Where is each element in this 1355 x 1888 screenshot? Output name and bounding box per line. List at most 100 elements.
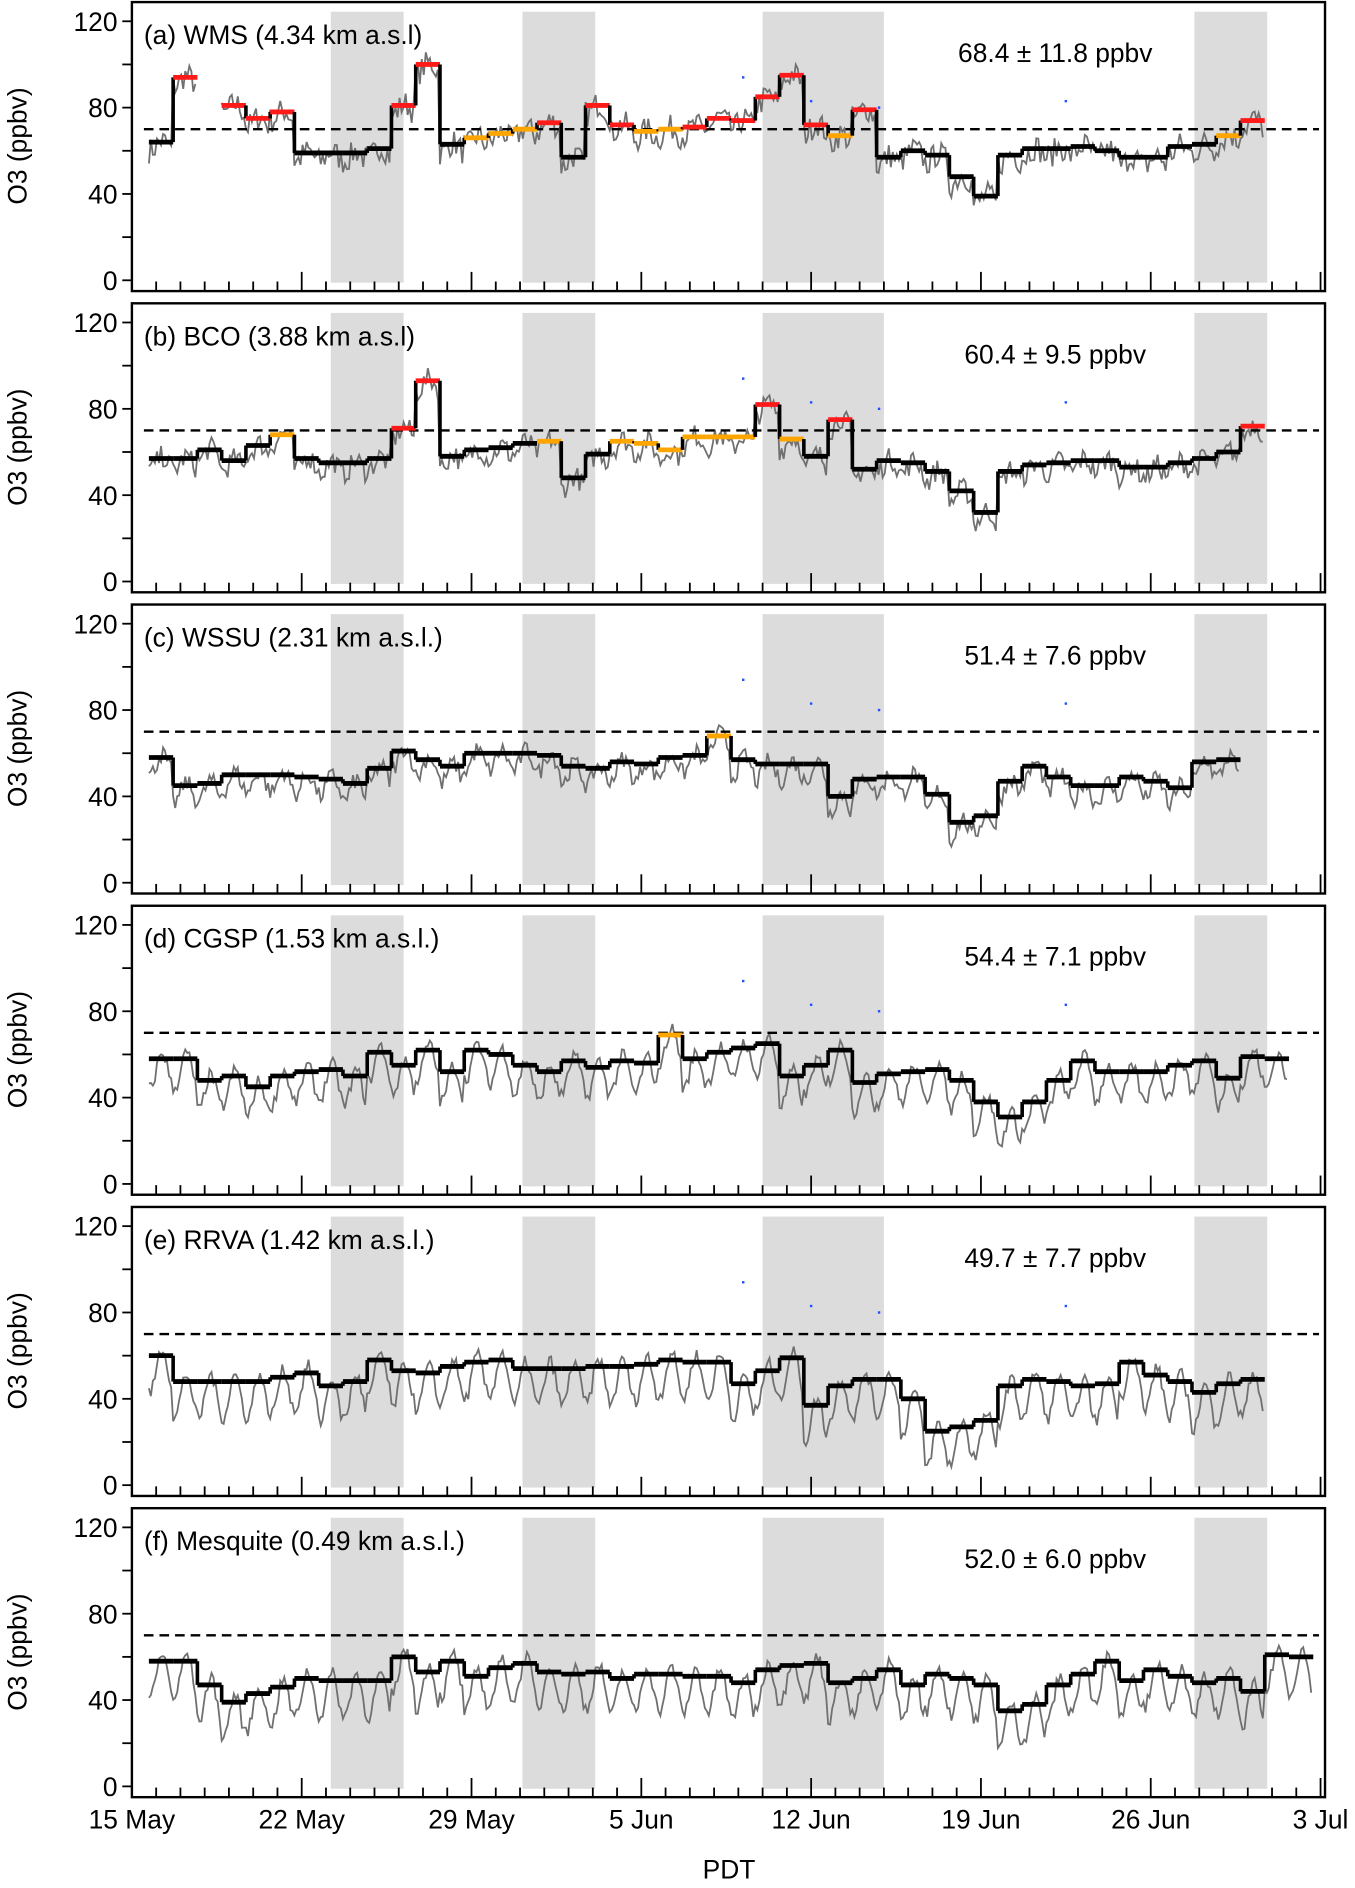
y-tick-label: 120 — [73, 7, 117, 37]
shaded-period — [762, 614, 884, 886]
raw-ozone-line — [148, 1346, 1264, 1471]
shaded-period — [762, 915, 884, 1187]
y-tick-label: 40 — [88, 782, 117, 812]
blue-point — [877, 1311, 881, 1314]
blue-point — [877, 708, 881, 712]
y-tick-label: 120 — [73, 911, 117, 941]
y-tick-label: 0 — [103, 266, 118, 296]
raw-ozone-line — [148, 368, 1263, 532]
plot-frame — [130, 603, 1327, 895]
x-tick-label: 3 Jul — [1293, 1804, 1349, 1834]
shaded-period — [1194, 1517, 1268, 1789]
panel-f: 0 40 80 120 O3 (ppbv) (f) Mesquite (0.49 km a… — [2, 1506, 1327, 1802]
x-tick-label: 26 Jun — [1111, 1804, 1190, 1834]
y-tick-label: 0 — [103, 1170, 118, 1200]
shaded-period — [1194, 11, 1268, 283]
blue-point — [877, 1010, 881, 1013]
shaded-period — [522, 1216, 596, 1488]
blue-point — [1064, 1304, 1068, 1308]
panel-b: 0 40 80 120 O3 (ppbv) (b) BCO (3.88 km a.s.l)… — [2, 302, 1327, 597]
shaded-period — [330, 1517, 404, 1789]
y-axis-label: O3 (ppbv) — [2, 1593, 32, 1710]
y-tick-label: 40 — [88, 481, 117, 511]
blue-point — [1064, 1003, 1068, 1006]
plot-frame — [130, 904, 1327, 1196]
x-tick-label: 29 May — [428, 1804, 515, 1834]
x-tick-label: 12 Jun — [772, 1804, 851, 1834]
panel-d: 0 40 80 120 O3 (ppbv) (d) CGSP (1.53 km a.s.l… — [2, 904, 1327, 1200]
y-tick-label: 40 — [88, 180, 117, 210]
panel-title: (f) Mesquite (0.49 km a.s.l.) — [144, 1526, 465, 1556]
y-tick-label: 120 — [73, 609, 117, 639]
y-tick-label: 40 — [88, 1686, 117, 1716]
y-tick-label: 40 — [88, 1384, 117, 1414]
panel-mean-stat: 49.7 ± 7.7 ppbv — [964, 1243, 1146, 1273]
blue-point — [1064, 702, 1068, 705]
panel-title: (b) BCO (3.88 km a.s.l) — [144, 321, 415, 351]
shaded-period — [762, 11, 884, 283]
y-tick-label: 0 — [103, 567, 118, 597]
blue-point — [809, 99, 813, 103]
panel-mean-stat: 60.4 ± 9.5 ppbv — [964, 339, 1146, 369]
shaded-period — [330, 1216, 404, 1488]
y-tick-label: 0 — [103, 1772, 118, 1802]
y-tick-label: 80 — [88, 997, 117, 1027]
x-axis-label: PDT — [703, 1855, 756, 1885]
y-tick-label: 40 — [88, 1083, 117, 1113]
shaded-period — [522, 1517, 596, 1789]
blue-point — [1064, 99, 1068, 103]
panel-title: (e) RRVA (1.42 km a.s.l.) — [144, 1225, 435, 1255]
plot-frame — [130, 0, 1327, 293]
panel-title: (d) CGSP (1.53 km a.s.l.) — [144, 924, 440, 954]
panel-mean-stat: 54.4 ± 7.1 ppbv — [964, 942, 1146, 972]
blue-point — [809, 702, 813, 705]
y-tick-label: 80 — [88, 93, 117, 123]
raw-ozone-line — [148, 1023, 1288, 1148]
blue-point — [877, 407, 881, 411]
y-tick-label: 120 — [73, 1212, 117, 1242]
shaded-period — [762, 1517, 884, 1789]
y-tick-label: 80 — [88, 394, 117, 424]
shaded-period — [762, 312, 884, 584]
y-axis-label: O3 (ppbv) — [2, 1292, 32, 1409]
blue-point — [809, 1304, 813, 1308]
panel-a: 0 40 80 120 O3 (ppbv) (a) WMS (4.34 km a.s.l)… — [2, 0, 1327, 296]
y-tick-label: 120 — [73, 308, 117, 338]
panel-mean-stat: 51.4 ± 7.6 ppbv — [964, 640, 1146, 670]
panel-title: (c) WSSU (2.31 km a.s.l.) — [144, 622, 443, 652]
shaded-period — [762, 1216, 884, 1488]
panel-e: 0 40 80 120 O3 (ppbv) (e) RRVA (1.42 km a.s.l… — [2, 1205, 1327, 1501]
y-axis-label: O3 (ppbv) — [2, 389, 32, 506]
y-tick-label: 80 — [88, 1298, 117, 1328]
blue-point — [809, 401, 813, 404]
y-tick-label: 80 — [88, 1599, 117, 1629]
y-tick-label: 120 — [73, 1513, 117, 1543]
y-tick-label: 0 — [103, 1471, 118, 1501]
y-tick-label: 0 — [103, 868, 118, 898]
shaded-period — [1194, 1216, 1268, 1488]
blue-point — [809, 1003, 813, 1006]
y-axis-label: O3 (ppbv) — [2, 690, 32, 807]
y-tick-label: 80 — [88, 696, 117, 726]
y-axis-label: O3 (ppbv) — [2, 87, 32, 204]
x-tick-label: 22 May — [258, 1804, 345, 1834]
blue-point — [877, 106, 881, 109]
x-tick-label: 5 Jun — [609, 1804, 674, 1834]
blue-point — [742, 76, 745, 79]
panel-mean-stat: 52.0 ± 6.0 ppbv — [964, 1544, 1146, 1574]
plot-frame — [130, 302, 1327, 594]
plot-frame — [130, 1506, 1327, 1799]
panel-mean-stat: 68.4 ± 11.8 ppbv — [958, 38, 1153, 68]
blue-point — [742, 678, 745, 682]
blue-point — [742, 1281, 745, 1284]
blue-point — [1064, 401, 1068, 404]
shaded-period — [330, 614, 404, 886]
shaded-period — [522, 915, 596, 1187]
blue-point — [742, 979, 745, 983]
shaded-period — [522, 614, 596, 886]
plot-frame — [130, 1205, 1327, 1498]
x-tick-label: 19 Jun — [941, 1804, 1020, 1834]
blue-point — [742, 377, 745, 380]
panel-c: 0 40 80 120 O3 (ppbv) (c) WSSU (2.31 km a.s.l… — [2, 603, 1327, 898]
